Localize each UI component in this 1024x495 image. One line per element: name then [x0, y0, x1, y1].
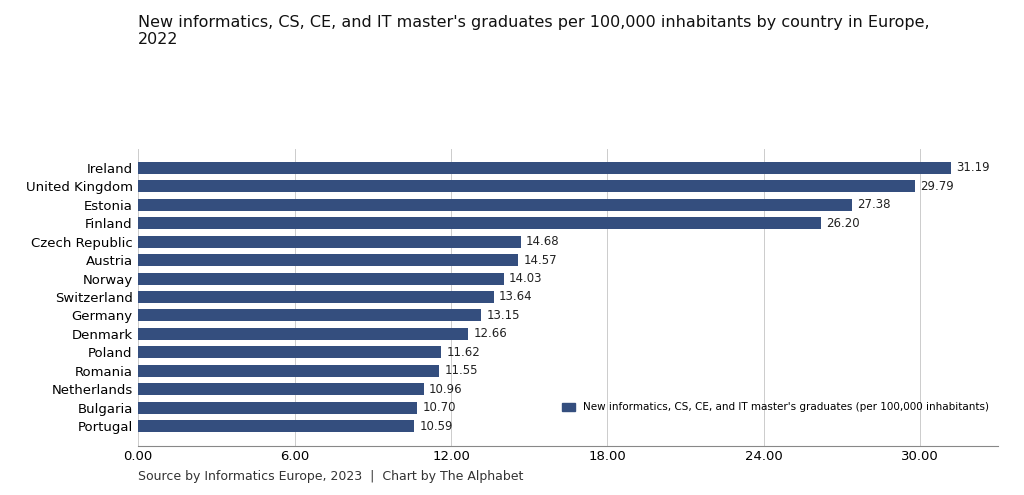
Legend: New informatics, CS, CE, and IT master's graduates (per 100,000 inhabitants): New informatics, CS, CE, and IT master's… [558, 398, 993, 416]
Bar [138, 401, 417, 413]
Bar [138, 328, 468, 340]
Bar [138, 199, 852, 211]
Text: 14.57: 14.57 [523, 253, 557, 267]
Text: 10.70: 10.70 [422, 401, 456, 414]
Text: Source by Informatics Europe, 2023  |  Chart by The Alphabet: Source by Informatics Europe, 2023 | Cha… [138, 470, 523, 483]
Text: 13.15: 13.15 [486, 309, 520, 322]
Text: New informatics, CS, CE, and IT master's graduates per 100,000 inhabitants by co: New informatics, CS, CE, and IT master's… [138, 15, 930, 47]
Text: 26.20: 26.20 [826, 217, 860, 230]
Bar [138, 309, 481, 321]
Bar [138, 420, 415, 432]
Text: 12.66: 12.66 [473, 327, 507, 341]
Text: 11.55: 11.55 [444, 364, 478, 377]
Text: 11.62: 11.62 [446, 346, 480, 359]
Text: 14.68: 14.68 [526, 235, 560, 248]
Text: 31.19: 31.19 [956, 161, 990, 175]
Bar [138, 346, 441, 358]
Bar [138, 162, 951, 174]
Text: 29.79: 29.79 [920, 180, 953, 193]
Bar [138, 365, 439, 377]
Bar [138, 217, 821, 229]
Bar [138, 181, 914, 193]
Bar [138, 236, 521, 248]
Bar [138, 273, 504, 285]
Text: 13.64: 13.64 [499, 291, 532, 303]
Bar [138, 254, 518, 266]
Text: 14.03: 14.03 [509, 272, 543, 285]
Bar [138, 291, 494, 303]
Text: 10.96: 10.96 [429, 383, 463, 396]
Bar [138, 383, 424, 395]
Text: 27.38: 27.38 [857, 198, 891, 211]
Text: 10.59: 10.59 [420, 419, 453, 433]
